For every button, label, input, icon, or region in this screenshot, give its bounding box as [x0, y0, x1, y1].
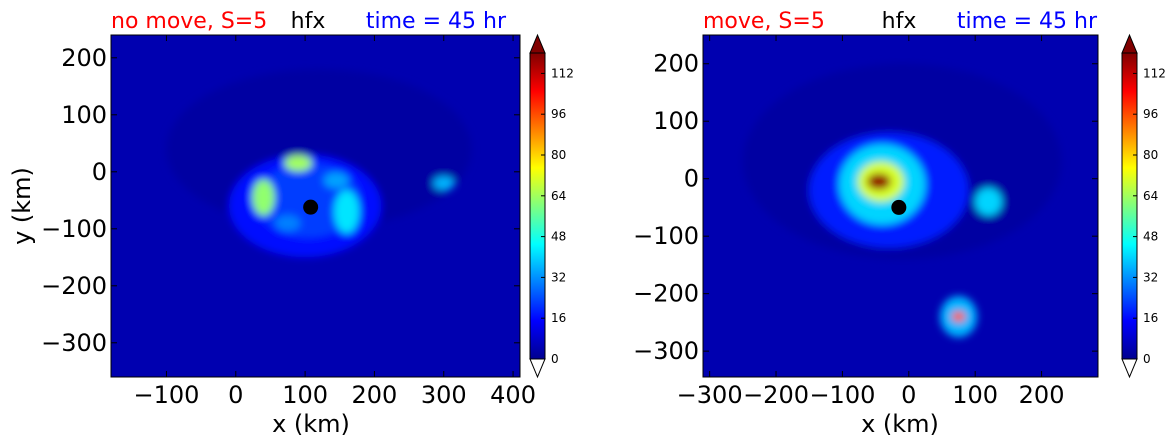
panel-move: −300 −200 −100 0 100 200 2001000−100−200−300 … [633, 9, 1166, 438]
colorbar-ticks: 0 16 32 48 64 80 96 112 [541, 66, 574, 366]
y-ticks: 200 100 0 −100 −200 −300 [41, 44, 520, 357]
title-right: time = 45 hr [957, 9, 1098, 34]
x-axis-label: x (km) [272, 410, 350, 438]
heat-feature [975, 187, 1002, 216]
x-tick-label: 400 [490, 381, 536, 409]
heat-feature [252, 179, 275, 216]
colorbar-tick-label: 32 [551, 270, 566, 284]
y-tick-label: −300 [41, 329, 107, 357]
heatmap-area [703, 35, 1098, 377]
y-tick-label: 200 [61, 44, 107, 72]
y-tick-label: 200 [653, 50, 699, 78]
plot-frame [702, 34, 1099, 378]
x-tick-label: 0 [228, 381, 243, 409]
heat-feature [284, 155, 313, 172]
heat-feature [951, 311, 966, 322]
heat-feature [323, 172, 349, 189]
y-tick-label: 100 [61, 101, 107, 129]
x-tick-label: 100 [282, 381, 328, 409]
colorbar-tick-label: 0 [1143, 352, 1151, 366]
title-right: time = 45 hr [366, 9, 507, 34]
x-ticks: −100 0 100 200 300 400 [133, 35, 536, 409]
colorbar-body [529, 52, 546, 360]
title-left: no move, S=5 [111, 9, 267, 34]
y-ticks: 200 100 0 −100 −200 −300 [633, 50, 1098, 365]
colorbar-tick-label: 16 [551, 311, 566, 325]
colorbar: 0 16 32 48 64 80 96 112 [1121, 33, 1166, 379]
colorbar-ticks: 0 16 32 48 64 80 96 112 [1133, 66, 1166, 366]
colorbar-tick-label: 48 [1143, 230, 1158, 244]
y-tick-label: 0 [684, 165, 699, 193]
title-center: hfx [291, 9, 326, 34]
x-axis-label: x (km) [861, 410, 939, 438]
heat-feature [334, 190, 360, 234]
colorbar-extend-min [529, 358, 546, 379]
colorbar-tick-label: 64 [1143, 189, 1158, 203]
colorbar-body [1121, 52, 1138, 360]
y-tick-label: −200 [41, 272, 107, 300]
x-tick-label: −200 [743, 381, 809, 409]
colorbar-tick-label: 96 [1143, 107, 1158, 121]
colorbar-tick-label: 80 [551, 148, 566, 162]
x-tick-label: −300 [677, 381, 743, 409]
y-tick-label: −300 [633, 337, 699, 365]
y-tick-label: −100 [633, 222, 699, 250]
colorbar-tick-label: 64 [551, 189, 566, 203]
x-tick-label: 300 [421, 381, 467, 409]
plot-frame [110, 34, 521, 378]
heatmap-features [742, 63, 1062, 338]
colorbar-tick-label: 80 [1143, 148, 1158, 162]
colorbar-tick-label: 112 [1143, 66, 1166, 80]
x-tick-label: −100 [133, 381, 199, 409]
x-tick-label: 200 [1019, 381, 1065, 409]
x-tick-label: 0 [901, 381, 916, 409]
heatmap-features [166, 69, 472, 258]
colorbar-extend-min [1121, 358, 1138, 379]
colorbar-tick-label: 16 [1143, 311, 1158, 325]
heatmap-area [111, 35, 520, 377]
colorbar-extend-max [1121, 33, 1138, 54]
y-tick-label: −200 [633, 280, 699, 308]
y-tick-label: 0 [92, 158, 107, 186]
title-center: hfx [882, 9, 917, 34]
heat-feature [866, 173, 891, 190]
y-tick-label: −100 [41, 215, 107, 243]
colorbar-tick-label: 48 [551, 230, 566, 244]
heat-feature [275, 215, 301, 232]
colorbar: 0 16 32 48 64 80 96 112 [529, 33, 574, 379]
colorbar-tick-label: 96 [551, 107, 566, 121]
x-tick-label: 100 [952, 381, 998, 409]
x-ticks: −300 −200 −100 0 100 200 [677, 35, 1065, 409]
colorbar-tick-label: 112 [551, 66, 574, 80]
y-tick-label: 100 [653, 107, 699, 135]
colorbar-tick-label: 32 [1143, 270, 1158, 284]
title-left: move, S=5 [703, 9, 825, 34]
x-tick-label: −100 [809, 381, 875, 409]
panel-no-move: −100 0 100 200 300 400 200 100 0 −100 −200 −300 no… [8, 9, 574, 438]
colorbar-extend-max [529, 33, 546, 54]
x-tick-label: 200 [352, 381, 398, 409]
heat-feature [433, 176, 455, 191]
storm-center-marker [891, 199, 907, 215]
y-axis-label: y (km) [8, 167, 36, 245]
storm-center-marker [303, 199, 319, 215]
colorbar-tick-label: 0 [551, 352, 559, 366]
